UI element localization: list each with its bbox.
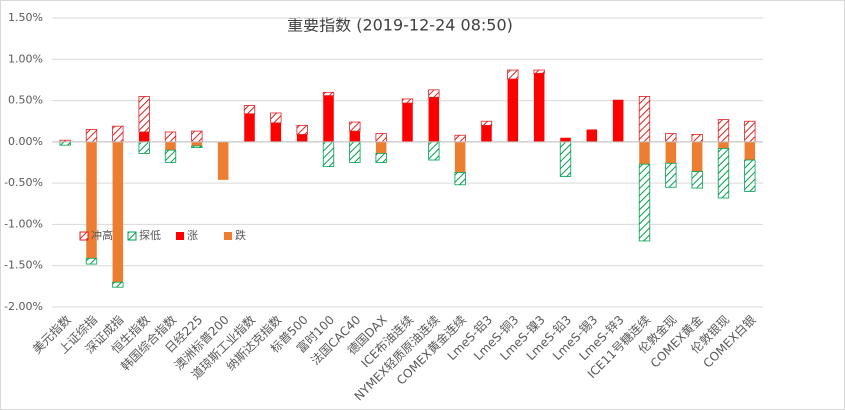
bar-segment bbox=[744, 141, 756, 161]
bar-segment bbox=[138, 131, 150, 142]
bar-segment bbox=[717, 119, 730, 143]
bar-segment bbox=[665, 133, 677, 143]
bar-segment bbox=[586, 129, 598, 142]
legend-label: 探低 bbox=[139, 229, 161, 242]
bar-segment bbox=[86, 141, 97, 259]
bar-segment bbox=[164, 149, 177, 163]
bar-segment bbox=[244, 113, 255, 142]
bar-segment bbox=[349, 131, 361, 142]
bar-segment bbox=[375, 153, 387, 163]
bar-segment bbox=[560, 137, 571, 142]
bar-segment bbox=[217, 141, 229, 180]
bar-segment bbox=[375, 141, 387, 154]
bar-segment bbox=[480, 120, 493, 126]
bar-segment bbox=[322, 141, 335, 168]
bar-segment bbox=[639, 141, 650, 165]
bar-segment bbox=[665, 141, 677, 164]
legend-label: 跌 bbox=[235, 228, 246, 242]
bar-segment bbox=[138, 96, 150, 133]
bar-segment bbox=[428, 97, 440, 142]
legend-label: 冲高 bbox=[91, 228, 113, 242]
legend-swatch bbox=[224, 232, 232, 240]
bar-segment bbox=[243, 105, 256, 115]
bar-segment bbox=[665, 162, 677, 188]
y-tick-label: -0.50% bbox=[4, 176, 43, 189]
bar-segment bbox=[296, 134, 308, 142]
bar-segment bbox=[85, 257, 98, 265]
bar-segment bbox=[718, 141, 729, 149]
bar-segment bbox=[402, 103, 413, 142]
bar-segment bbox=[691, 134, 703, 143]
bar-segment bbox=[323, 95, 334, 142]
bar-segment bbox=[691, 141, 703, 172]
bar-segment bbox=[612, 99, 624, 142]
bar-segment bbox=[138, 141, 150, 154]
bar-segment bbox=[559, 141, 572, 177]
bar-segment bbox=[322, 91, 335, 97]
bar-segment bbox=[638, 96, 651, 143]
bar-segment bbox=[375, 133, 387, 143]
bar-segment bbox=[401, 98, 414, 104]
legend-swatch bbox=[127, 231, 137, 241]
bar-segment bbox=[717, 148, 730, 199]
y-tick-label: 1.50% bbox=[8, 11, 43, 24]
y-tick-label: -2.00% bbox=[4, 300, 43, 313]
y-tick-label: 0.50% bbox=[8, 94, 43, 107]
y-tick-label: -1.50% bbox=[4, 259, 43, 272]
bar-segment bbox=[533, 73, 545, 142]
bar-segment bbox=[507, 79, 519, 142]
legend-label: 涨 bbox=[187, 229, 198, 242]
bar-segment bbox=[270, 112, 282, 124]
bar-segment bbox=[165, 141, 176, 151]
bar-segment bbox=[691, 171, 703, 189]
bar-segment bbox=[191, 141, 203, 146]
chart-title: 重要指数 (2019-12-24 08:50) bbox=[287, 16, 513, 35]
bar-segment bbox=[454, 172, 466, 186]
bar-segment bbox=[481, 125, 492, 142]
bar-segment bbox=[638, 163, 651, 242]
bar-segment bbox=[191, 145, 203, 149]
y-tick-label: 1.00% bbox=[8, 52, 43, 65]
bar-segment bbox=[533, 69, 545, 74]
bar-segment bbox=[428, 89, 440, 98]
bar-segment bbox=[112, 281, 124, 288]
bar-segment bbox=[112, 125, 124, 143]
bar-segment bbox=[270, 122, 282, 142]
bar-segment bbox=[428, 141, 440, 161]
bar-segment bbox=[454, 141, 466, 173]
legend-swatch bbox=[79, 231, 89, 241]
bar-segment bbox=[744, 159, 756, 192]
bar-segment bbox=[454, 134, 466, 143]
y-tick-label: 0.00% bbox=[8, 135, 43, 148]
bar-segment bbox=[296, 124, 308, 135]
bar-segment bbox=[744, 120, 756, 143]
bar-segment bbox=[191, 130, 203, 143]
bar-segment bbox=[85, 129, 98, 143]
bar-segment bbox=[112, 141, 124, 283]
bar-segment bbox=[507, 69, 519, 80]
legend-swatch bbox=[176, 232, 184, 240]
bar-segment bbox=[349, 141, 361, 163]
bar-segment bbox=[349, 121, 361, 132]
bar-segment bbox=[164, 131, 177, 143]
y-tick-label: -1.00% bbox=[4, 217, 43, 230]
